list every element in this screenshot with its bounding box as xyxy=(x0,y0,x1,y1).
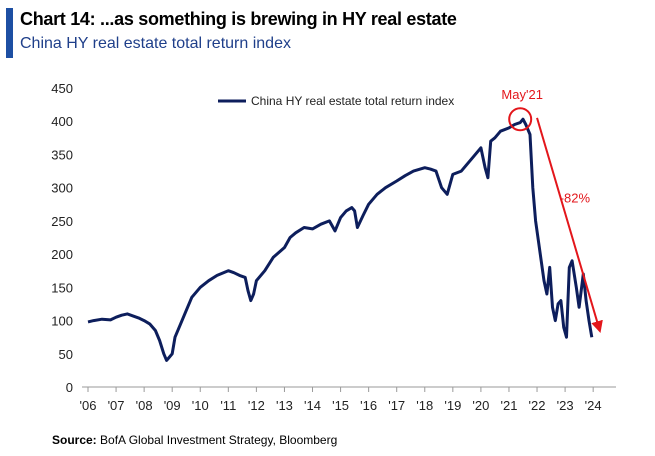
x-tick-label: '10 xyxy=(192,398,209,413)
x-tick-label: '24 xyxy=(585,398,602,413)
chart-subtitle: China HY real estate total return index xyxy=(20,35,291,52)
decline-arrow xyxy=(536,117,603,333)
y-tick-label: 200 xyxy=(51,247,73,262)
x-tick-label: '21 xyxy=(500,398,517,413)
annotations: May'21 -82% xyxy=(501,87,603,333)
y-tick-label: 0 xyxy=(66,380,73,395)
x-axis: '06 '07 '08 '09 '10 '11 '12 '13 '14 '15 '16 '17 '18 '… xyxy=(80,386,616,413)
legend: China HY real estate total return index xyxy=(218,94,454,108)
x-tick-label: '22 xyxy=(529,398,546,413)
y-tick-label: 450 xyxy=(51,81,73,96)
source-text: BofA Global Investment Strategy, Bloombe… xyxy=(100,433,338,447)
x-tick-label: '06 xyxy=(80,398,97,413)
x-tick-label: '16 xyxy=(360,398,377,413)
x-tick-label: '12 xyxy=(248,398,265,413)
y-tick-label: 350 xyxy=(51,147,73,162)
y-axis: 0 50 100 150 200 250 300 350 400 450 xyxy=(51,81,73,395)
x-tick-label: '08 xyxy=(136,398,153,413)
peak-circle-marker xyxy=(508,107,533,132)
decline-label: -82% xyxy=(560,191,591,206)
x-tick-label: '18 xyxy=(416,398,433,413)
x-tick-label: '17 xyxy=(388,398,405,413)
x-tick-label: '19 xyxy=(444,398,461,413)
y-tick-label: 300 xyxy=(51,181,73,196)
x-tick-label: '15 xyxy=(332,398,349,413)
x-tick-label: '11 xyxy=(220,398,236,413)
y-tick-label: 100 xyxy=(51,314,73,329)
y-tick-label: 50 xyxy=(59,347,73,362)
peak-label: May'21 xyxy=(501,87,543,102)
chart-title: Chart 14: ...as something is brewing in … xyxy=(20,9,457,29)
title-accent-bar xyxy=(6,8,13,58)
x-tick-label: '23 xyxy=(557,398,574,413)
x-tick-label: '07 xyxy=(108,398,125,413)
y-tick-label: 150 xyxy=(51,280,73,295)
source-label: Source: xyxy=(52,433,97,447)
legend-label: China HY real estate total return index xyxy=(251,94,454,108)
x-tick-label: '20 xyxy=(472,398,489,413)
source-note: Source: BofA Global Investment Strategy,… xyxy=(52,433,337,447)
x-tick-label: '13 xyxy=(276,398,293,413)
series-line xyxy=(87,117,594,362)
x-tick-label: '14 xyxy=(304,398,321,413)
y-tick-label: 400 xyxy=(51,114,73,129)
y-tick-label: 250 xyxy=(51,214,73,229)
x-tick-label: '09 xyxy=(164,398,181,413)
series-layer xyxy=(87,117,594,362)
